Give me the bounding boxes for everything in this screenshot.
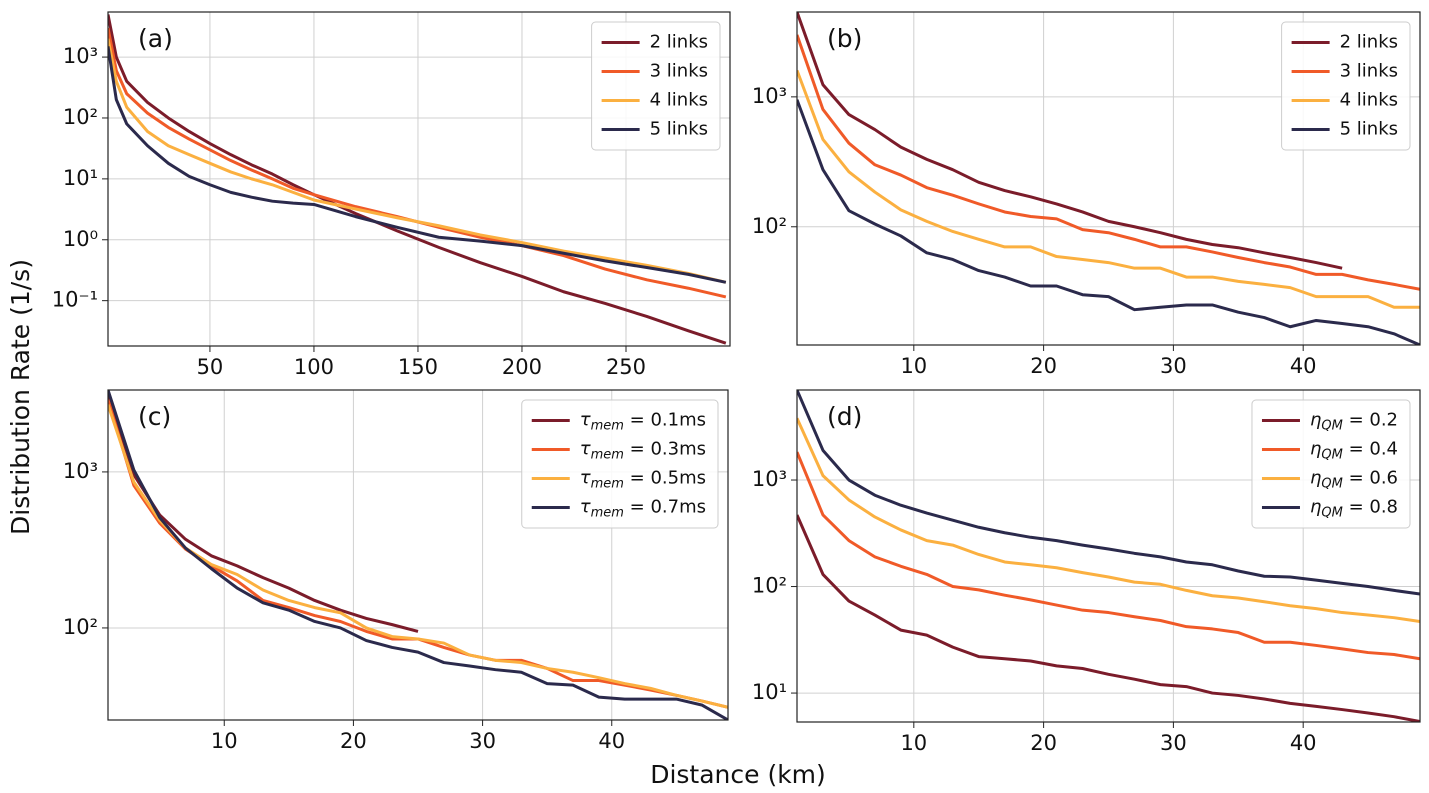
y-tick-label: 10³ [63,44,98,68]
series-line [108,38,727,284]
x-tick-label: 10 [900,354,927,378]
x-tick-label: 100 [294,355,334,379]
panel-label: (c) [138,402,171,431]
x-tick-label: 40 [598,729,625,753]
panel-label: (d) [827,402,862,431]
panel-label: (a) [138,24,173,53]
legend-label: ηQM = 0.2 [1310,410,1398,434]
legend-box [1251,399,1411,529]
series-line [797,12,1343,270]
x-tick-label: 20 [1030,731,1057,755]
x-tick-label: 50 [197,355,224,379]
x-tick-label: 200 [502,355,542,379]
legend-label: 4 links [650,90,708,111]
legend-label: 2 links [1340,32,1398,53]
x-tick-label: 30 [1160,731,1187,755]
series-line [108,14,727,345]
y-tick-label: 10⁻¹ [52,288,98,312]
series-line [797,34,1420,291]
legend-box [1281,21,1411,151]
x-tick-label: 30 [1160,354,1187,378]
x-tick-label: 40 [1290,731,1317,755]
x-tick-label: 10 [900,731,927,755]
x-tick-label: 250 [606,355,646,379]
legend-label: 5 links [650,119,708,140]
y-tick-label: 10³ [752,84,787,108]
legend-label: τmem = 0.5ms [580,468,706,492]
legend: ηQM = 0.2 ηQM = 0.4 ηQM = 0.6 ηQM = 0.8 [1251,399,1411,529]
series-line [797,99,1420,345]
legend-label: 3 links [1340,61,1398,82]
series-line [108,404,728,709]
legend: 2 links 3 links 4 links 5 links [1281,21,1411,151]
series-line [797,417,1420,623]
x-tick-label: 40 [1290,354,1317,378]
panel: 10 20 30 40 10² 10³ (b) 2 links 3 links 4 links 5 … [752,11,1421,378]
legend-label: 5 links [1340,119,1398,140]
legend-label: τmem = 0.3ms [580,439,706,463]
legend-label: ηQM = 0.8 [1310,497,1398,521]
series-line [108,46,727,284]
legend-label: ηQM = 0.6 [1310,468,1398,492]
series-line [108,390,728,720]
y-tick-label: 10² [752,214,787,238]
legend-label: 2 links [650,32,708,53]
legend-label: ηQM = 0.4 [1310,439,1398,463]
panel-label: (b) [827,24,862,53]
x-tick-label: 30 [469,729,496,753]
plot-frame [796,389,1421,723]
legend-label: τmem = 0.1ms [580,410,706,434]
y-tick-label: 10³ [63,459,98,483]
x-tick-label: 20 [340,729,367,753]
y-tick-label: 10¹ [752,680,787,704]
y-tick-label: 10² [63,105,98,129]
series-line [797,390,1420,596]
y-tick-label: 10² [63,615,98,639]
y-tick-label: 10¹ [63,166,98,190]
y-tick-label: 10² [752,574,787,598]
plot-frame [796,11,1421,346]
plot-frame [107,11,731,347]
x-axis-label: Distance (km) [650,760,826,789]
legend-label: 4 links [1340,90,1398,111]
legend-label: 3 links [650,61,708,82]
panel: 10 20 30 40 10² 10³ (c) τmem = 0.1ms τmem = 0.3m… [63,389,729,753]
legend-label: τmem = 0.7ms [580,497,706,521]
plot-frame [107,389,729,721]
series-line [797,451,1420,661]
y-tick-label: 10³ [752,467,787,491]
x-tick-label: 150 [398,355,438,379]
series-line [108,27,727,299]
legend: τmem = 0.1ms τmem = 0.3ms τmem = 0.5ms τmem… [521,399,719,529]
legend: 2 links 3 links 4 links 5 links [591,21,721,151]
y-tick-label: 10⁰ [63,227,98,251]
y-axis-label: Distribution Rate (1/s) [6,259,35,535]
x-tick-label: 10 [211,729,238,753]
legend-box [521,399,719,529]
x-tick-label: 20 [1030,354,1057,378]
series-line [797,69,1420,309]
series-line [797,514,1420,722]
legend-box [591,21,721,151]
panel: 50 100 150 200 250 10⁻¹ 10⁰ 10¹ 10² 10³ (a) 2 links… [52,11,731,379]
